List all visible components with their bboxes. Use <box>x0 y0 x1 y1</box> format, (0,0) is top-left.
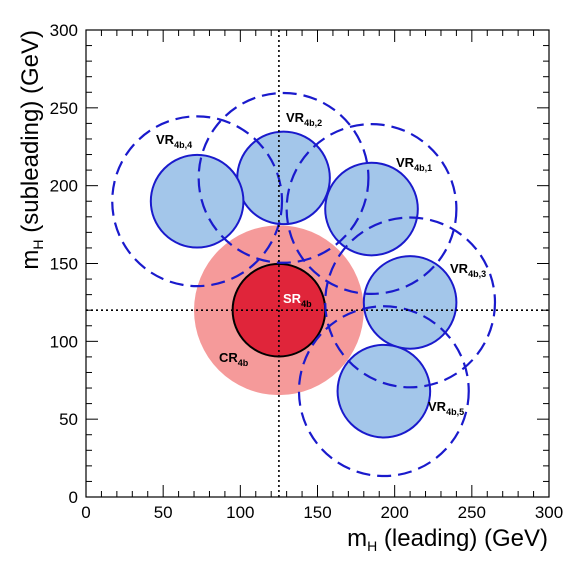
reference-lines <box>86 30 549 497</box>
x-tick-label: 200 <box>380 503 408 522</box>
x-tick-label: 50 <box>154 503 173 522</box>
x-tick-label: 100 <box>226 503 254 522</box>
region-label-vr3: VR4b,3 <box>450 261 486 279</box>
validation-region-4b-5-inner <box>336 343 432 439</box>
axis-titles: mH (leading) (GeV) mH (subleading) (GeV) <box>17 30 548 554</box>
y-tick-label: 200 <box>50 177 78 196</box>
validation-region-4b-2-outer <box>197 91 370 264</box>
y-tick-label: 100 <box>50 332 78 351</box>
region-label-vr2: VR4b,2 <box>286 110 322 128</box>
y-tick-label: 0 <box>69 488 78 507</box>
region-label-vr5: VR4b,5 <box>428 399 464 417</box>
x-tick-label: 300 <box>535 503 563 522</box>
x-tick-label: 250 <box>458 503 486 522</box>
region-label-vr4: VR4b,4 <box>156 132 192 150</box>
y-tick-label: 50 <box>59 410 78 429</box>
x-tick-label: 150 <box>303 503 331 522</box>
validation-region-4b-5-outer <box>297 305 470 478</box>
validation-region-4b-3-outer <box>324 216 497 389</box>
validation-region-4b-1-outer <box>285 123 458 295</box>
region-label-cr: CR4b <box>219 350 249 368</box>
y-tick-label: 250 <box>50 99 78 118</box>
region-label-sr: SR4b <box>283 291 312 309</box>
region-labels: CR4b SR4b VR4b,1 VR4b,2 VR4b,3 VR4b,4 VR4b,5 <box>156 110 486 417</box>
x-axis-title: mH (leading) (GeV) <box>347 525 548 554</box>
y-tick-label: 150 <box>50 255 78 274</box>
axis-ticks: 0 50 100 150 200 250 300 0 50 100 150 200 250 300 <box>50 21 564 522</box>
validation-region-4b-4-inner <box>149 153 245 249</box>
validation-region-outer-boundaries <box>111 91 497 478</box>
y-tick-label: 300 <box>50 21 78 40</box>
x-tick-label: 0 <box>81 503 90 522</box>
validation-region-4b-3-inner <box>362 255 458 350</box>
validation-region-4b-4-outer <box>111 115 284 288</box>
region-label-vr1: VR4b,1 <box>396 155 432 173</box>
y-axis-title: mH (subleading) (GeV) <box>17 30 46 270</box>
validation-region-4b-1-inner <box>324 161 419 257</box>
